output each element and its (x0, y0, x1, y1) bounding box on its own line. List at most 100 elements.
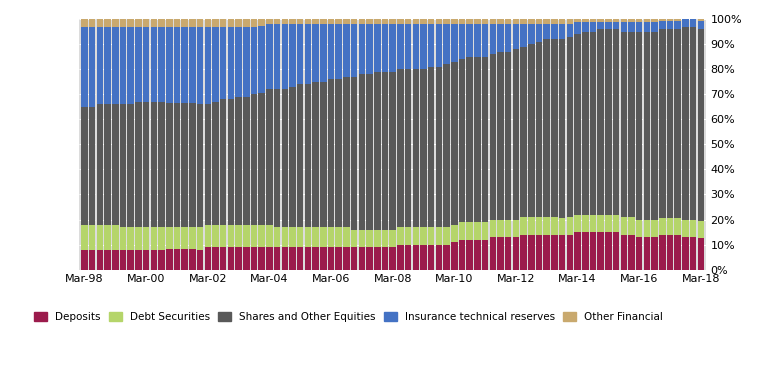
Bar (512, 24, 519, 49)
Bar (697, 22, 704, 29)
Bar (313, 247, 319, 270)
Bar (197, 250, 204, 270)
Bar (143, 102, 149, 227)
Bar (173, 19, 180, 27)
Bar (89, 27, 95, 107)
Bar (690, 19, 696, 27)
Bar (374, 24, 381, 72)
Bar (351, 19, 357, 24)
Bar (81, 107, 88, 224)
Bar (81, 224, 88, 250)
Bar (428, 67, 435, 227)
Bar (420, 69, 427, 227)
Bar (459, 222, 466, 240)
Bar (651, 31, 658, 219)
Bar (351, 247, 357, 270)
Bar (413, 19, 419, 24)
Bar (605, 232, 612, 270)
Bar (690, 219, 696, 237)
Bar (636, 22, 643, 31)
Bar (544, 19, 550, 24)
Bar (559, 39, 565, 218)
Bar (320, 81, 326, 227)
Bar (420, 19, 427, 24)
Bar (228, 19, 234, 27)
Bar (374, 19, 381, 24)
Bar (143, 19, 149, 27)
Bar (520, 47, 527, 217)
Bar (651, 22, 658, 31)
Bar (320, 24, 326, 81)
Bar (643, 22, 650, 31)
Bar (397, 69, 403, 227)
Bar (428, 19, 435, 24)
Bar (582, 215, 588, 232)
Bar (690, 27, 696, 219)
Bar (359, 230, 365, 247)
Bar (136, 250, 142, 270)
Bar (266, 89, 273, 224)
Bar (605, 19, 612, 22)
Bar (582, 31, 588, 215)
Bar (120, 27, 126, 104)
Bar (228, 27, 234, 99)
Bar (289, 247, 296, 270)
Bar (528, 24, 534, 44)
Bar (690, 237, 696, 270)
Bar (474, 240, 481, 270)
Bar (297, 24, 304, 84)
Bar (112, 19, 119, 27)
Bar (258, 225, 265, 247)
Bar (490, 19, 496, 24)
Bar (173, 227, 180, 249)
Bar (497, 19, 504, 24)
Bar (659, 22, 665, 29)
Bar (289, 19, 296, 24)
Bar (127, 104, 134, 227)
Bar (566, 217, 573, 235)
Bar (505, 19, 512, 24)
Bar (197, 19, 204, 27)
Bar (89, 250, 95, 270)
Bar (127, 250, 134, 270)
Bar (667, 218, 673, 235)
Bar (613, 29, 619, 215)
Bar (258, 247, 265, 270)
Bar (613, 19, 619, 22)
Bar (251, 19, 257, 27)
Bar (81, 19, 88, 27)
Bar (397, 244, 403, 270)
Bar (528, 217, 534, 235)
Bar (651, 237, 658, 270)
Bar (674, 22, 681, 29)
Bar (97, 224, 103, 250)
Bar (444, 244, 450, 270)
Bar (351, 24, 357, 77)
Bar (127, 227, 134, 250)
Bar (228, 247, 234, 270)
Bar (289, 87, 296, 227)
Bar (575, 19, 581, 22)
Bar (621, 31, 627, 217)
Bar (482, 222, 488, 240)
Bar (497, 52, 504, 219)
Bar (466, 56, 473, 222)
Bar (304, 247, 311, 270)
Bar (536, 19, 542, 24)
Bar (505, 237, 512, 270)
Bar (659, 218, 665, 235)
Bar (636, 31, 643, 219)
Bar (343, 24, 350, 77)
Bar (559, 235, 565, 270)
Bar (628, 22, 635, 31)
Bar (89, 224, 95, 250)
Bar (335, 19, 342, 24)
Bar (120, 227, 126, 250)
Bar (328, 19, 335, 24)
Bar (405, 69, 411, 227)
Bar (505, 52, 512, 219)
Bar (266, 24, 273, 89)
Bar (104, 27, 111, 104)
Bar (297, 84, 304, 227)
Bar (435, 227, 442, 244)
